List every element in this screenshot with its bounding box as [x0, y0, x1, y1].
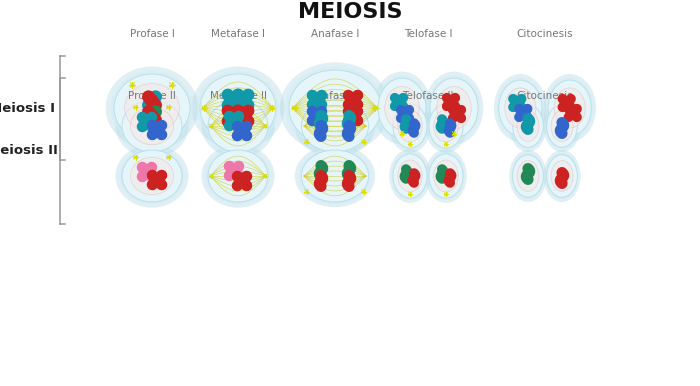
Ellipse shape [510, 100, 547, 152]
Ellipse shape [434, 160, 458, 192]
Ellipse shape [512, 153, 545, 199]
Ellipse shape [434, 110, 458, 142]
Ellipse shape [197, 71, 279, 145]
Ellipse shape [295, 145, 375, 207]
Text: Anafase II: Anafase II [309, 91, 360, 101]
Ellipse shape [554, 88, 585, 128]
Ellipse shape [389, 149, 430, 203]
Ellipse shape [426, 99, 467, 153]
Ellipse shape [378, 78, 426, 138]
Ellipse shape [130, 107, 174, 145]
Ellipse shape [512, 155, 543, 197]
Ellipse shape [192, 66, 284, 149]
Ellipse shape [122, 150, 182, 202]
Ellipse shape [286, 67, 385, 149]
Ellipse shape [393, 104, 427, 148]
Text: Metafase I: Metafase I [211, 29, 265, 39]
Ellipse shape [429, 154, 463, 198]
Ellipse shape [428, 152, 464, 200]
Ellipse shape [391, 152, 428, 200]
Ellipse shape [122, 100, 182, 152]
Text: Anafase I: Anafase I [311, 29, 359, 39]
Ellipse shape [208, 100, 268, 152]
Text: Profase II: Profase II [128, 91, 176, 101]
Ellipse shape [398, 110, 422, 142]
Ellipse shape [498, 80, 542, 136]
Ellipse shape [114, 74, 190, 142]
Ellipse shape [391, 102, 428, 150]
Ellipse shape [551, 111, 573, 141]
Ellipse shape [372, 71, 431, 144]
Ellipse shape [437, 86, 471, 130]
Ellipse shape [425, 71, 483, 144]
Ellipse shape [206, 148, 270, 204]
Ellipse shape [512, 105, 543, 147]
Ellipse shape [106, 66, 198, 149]
Ellipse shape [280, 63, 390, 154]
Ellipse shape [543, 150, 581, 202]
Ellipse shape [125, 83, 179, 132]
Ellipse shape [116, 144, 188, 208]
Ellipse shape [116, 94, 188, 158]
Ellipse shape [295, 95, 375, 157]
Text: Meiosis I: Meiosis I [0, 102, 55, 115]
Ellipse shape [543, 100, 581, 152]
Ellipse shape [130, 157, 174, 195]
Ellipse shape [512, 103, 545, 149]
Ellipse shape [202, 144, 274, 208]
Ellipse shape [430, 78, 478, 138]
Text: Telofase II: Telofase II [402, 91, 454, 101]
Ellipse shape [545, 103, 578, 149]
Ellipse shape [510, 150, 547, 202]
Ellipse shape [547, 155, 578, 197]
Ellipse shape [120, 98, 184, 154]
Ellipse shape [551, 161, 573, 191]
Text: Profase I: Profase I [130, 29, 174, 39]
Text: Meiosis II: Meiosis II [0, 144, 57, 157]
Ellipse shape [299, 148, 371, 204]
Ellipse shape [120, 148, 184, 204]
Ellipse shape [398, 160, 422, 192]
Ellipse shape [545, 153, 578, 199]
Ellipse shape [428, 76, 480, 141]
Ellipse shape [111, 71, 193, 145]
Ellipse shape [543, 74, 596, 142]
Ellipse shape [389, 99, 430, 153]
Ellipse shape [302, 150, 369, 202]
Ellipse shape [517, 111, 539, 141]
Ellipse shape [428, 102, 464, 150]
Text: Telofase I: Telofase I [404, 29, 452, 39]
Ellipse shape [376, 76, 428, 141]
Ellipse shape [426, 149, 467, 203]
Ellipse shape [517, 161, 539, 191]
Ellipse shape [494, 74, 547, 142]
Text: Citocinesis: Citocinesis [517, 29, 573, 39]
Ellipse shape [429, 104, 463, 148]
Ellipse shape [547, 78, 593, 138]
Ellipse shape [200, 74, 276, 142]
Ellipse shape [208, 150, 268, 202]
Ellipse shape [206, 98, 270, 154]
Text: Metafase II: Metafase II [209, 91, 267, 101]
Ellipse shape [393, 154, 427, 198]
Ellipse shape [505, 88, 536, 128]
Ellipse shape [385, 86, 419, 130]
Text: Citocinesis: Citocinesis [517, 91, 573, 101]
Ellipse shape [289, 70, 381, 146]
Ellipse shape [547, 105, 578, 147]
Text: MEIOSIS: MEIOSIS [298, 2, 402, 22]
Ellipse shape [202, 94, 274, 158]
Ellipse shape [548, 80, 592, 136]
Ellipse shape [302, 100, 369, 152]
Ellipse shape [497, 78, 544, 138]
Ellipse shape [299, 98, 371, 154]
